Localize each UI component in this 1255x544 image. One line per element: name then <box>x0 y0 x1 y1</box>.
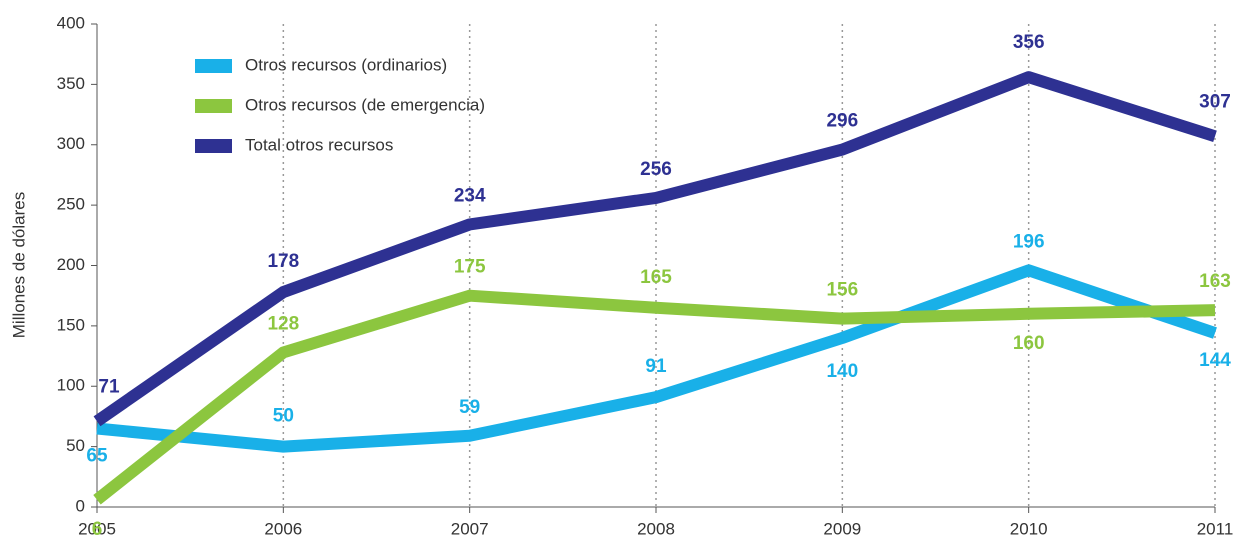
y-tick-label: 50 <box>66 436 85 455</box>
data-label: 307 <box>1199 91 1231 112</box>
y-tick-label: 250 <box>57 195 85 214</box>
data-label: 163 <box>1199 271 1231 292</box>
x-tick-label: 2009 <box>823 519 861 538</box>
legend-label: Otros recursos (de emergencia) <box>245 95 485 114</box>
data-label: 156 <box>826 280 858 301</box>
series-line <box>93 71 1217 427</box>
y-tick-label: 100 <box>57 376 85 395</box>
x-tick-label: 2005 <box>78 519 116 538</box>
x-tick-label: 2007 <box>451 519 489 538</box>
data-label: 296 <box>826 111 858 132</box>
data-label: 256 <box>640 159 672 180</box>
y-tick-label: 350 <box>57 74 85 93</box>
series-line <box>93 289 1216 505</box>
data-label: 91 <box>645 356 667 377</box>
data-label: 234 <box>454 185 486 206</box>
y-axis-label: Millones de dólares <box>9 192 28 338</box>
x-tick-label: 2011 <box>1197 519 1234 538</box>
data-label: 144 <box>1199 350 1231 371</box>
data-label: 175 <box>454 257 486 278</box>
series-line <box>96 264 1217 453</box>
data-label: 50 <box>273 406 294 427</box>
legend-swatch <box>195 59 232 73</box>
data-label: 65 <box>86 446 108 467</box>
data-label: 6 <box>92 519 103 540</box>
y-tick-label: 400 <box>57 13 85 32</box>
y-tick-label: 300 <box>57 134 85 153</box>
x-tick-label: 2006 <box>264 519 302 538</box>
data-label: 140 <box>826 361 858 382</box>
y-tick-label: 0 <box>76 496 85 515</box>
data-label: 178 <box>267 251 299 272</box>
legend-label: Total otros recursos <box>245 135 393 154</box>
data-label: 160 <box>1013 333 1045 354</box>
data-label: 71 <box>98 376 120 397</box>
x-tick-label: 2010 <box>1010 519 1048 538</box>
legend-label: Otros recursos (ordinarios) <box>245 55 447 74</box>
y-tick-label: 200 <box>57 255 85 274</box>
legend-swatch <box>195 99 232 113</box>
data-label: 128 <box>267 313 299 334</box>
legend-swatch <box>195 139 232 153</box>
data-label: 59 <box>459 397 480 418</box>
y-tick-label: 150 <box>57 315 85 334</box>
data-label: 196 <box>1013 231 1045 252</box>
data-label: 356 <box>1013 32 1045 53</box>
data-label: 165 <box>640 267 672 288</box>
x-tick-label: 2008 <box>637 519 675 538</box>
